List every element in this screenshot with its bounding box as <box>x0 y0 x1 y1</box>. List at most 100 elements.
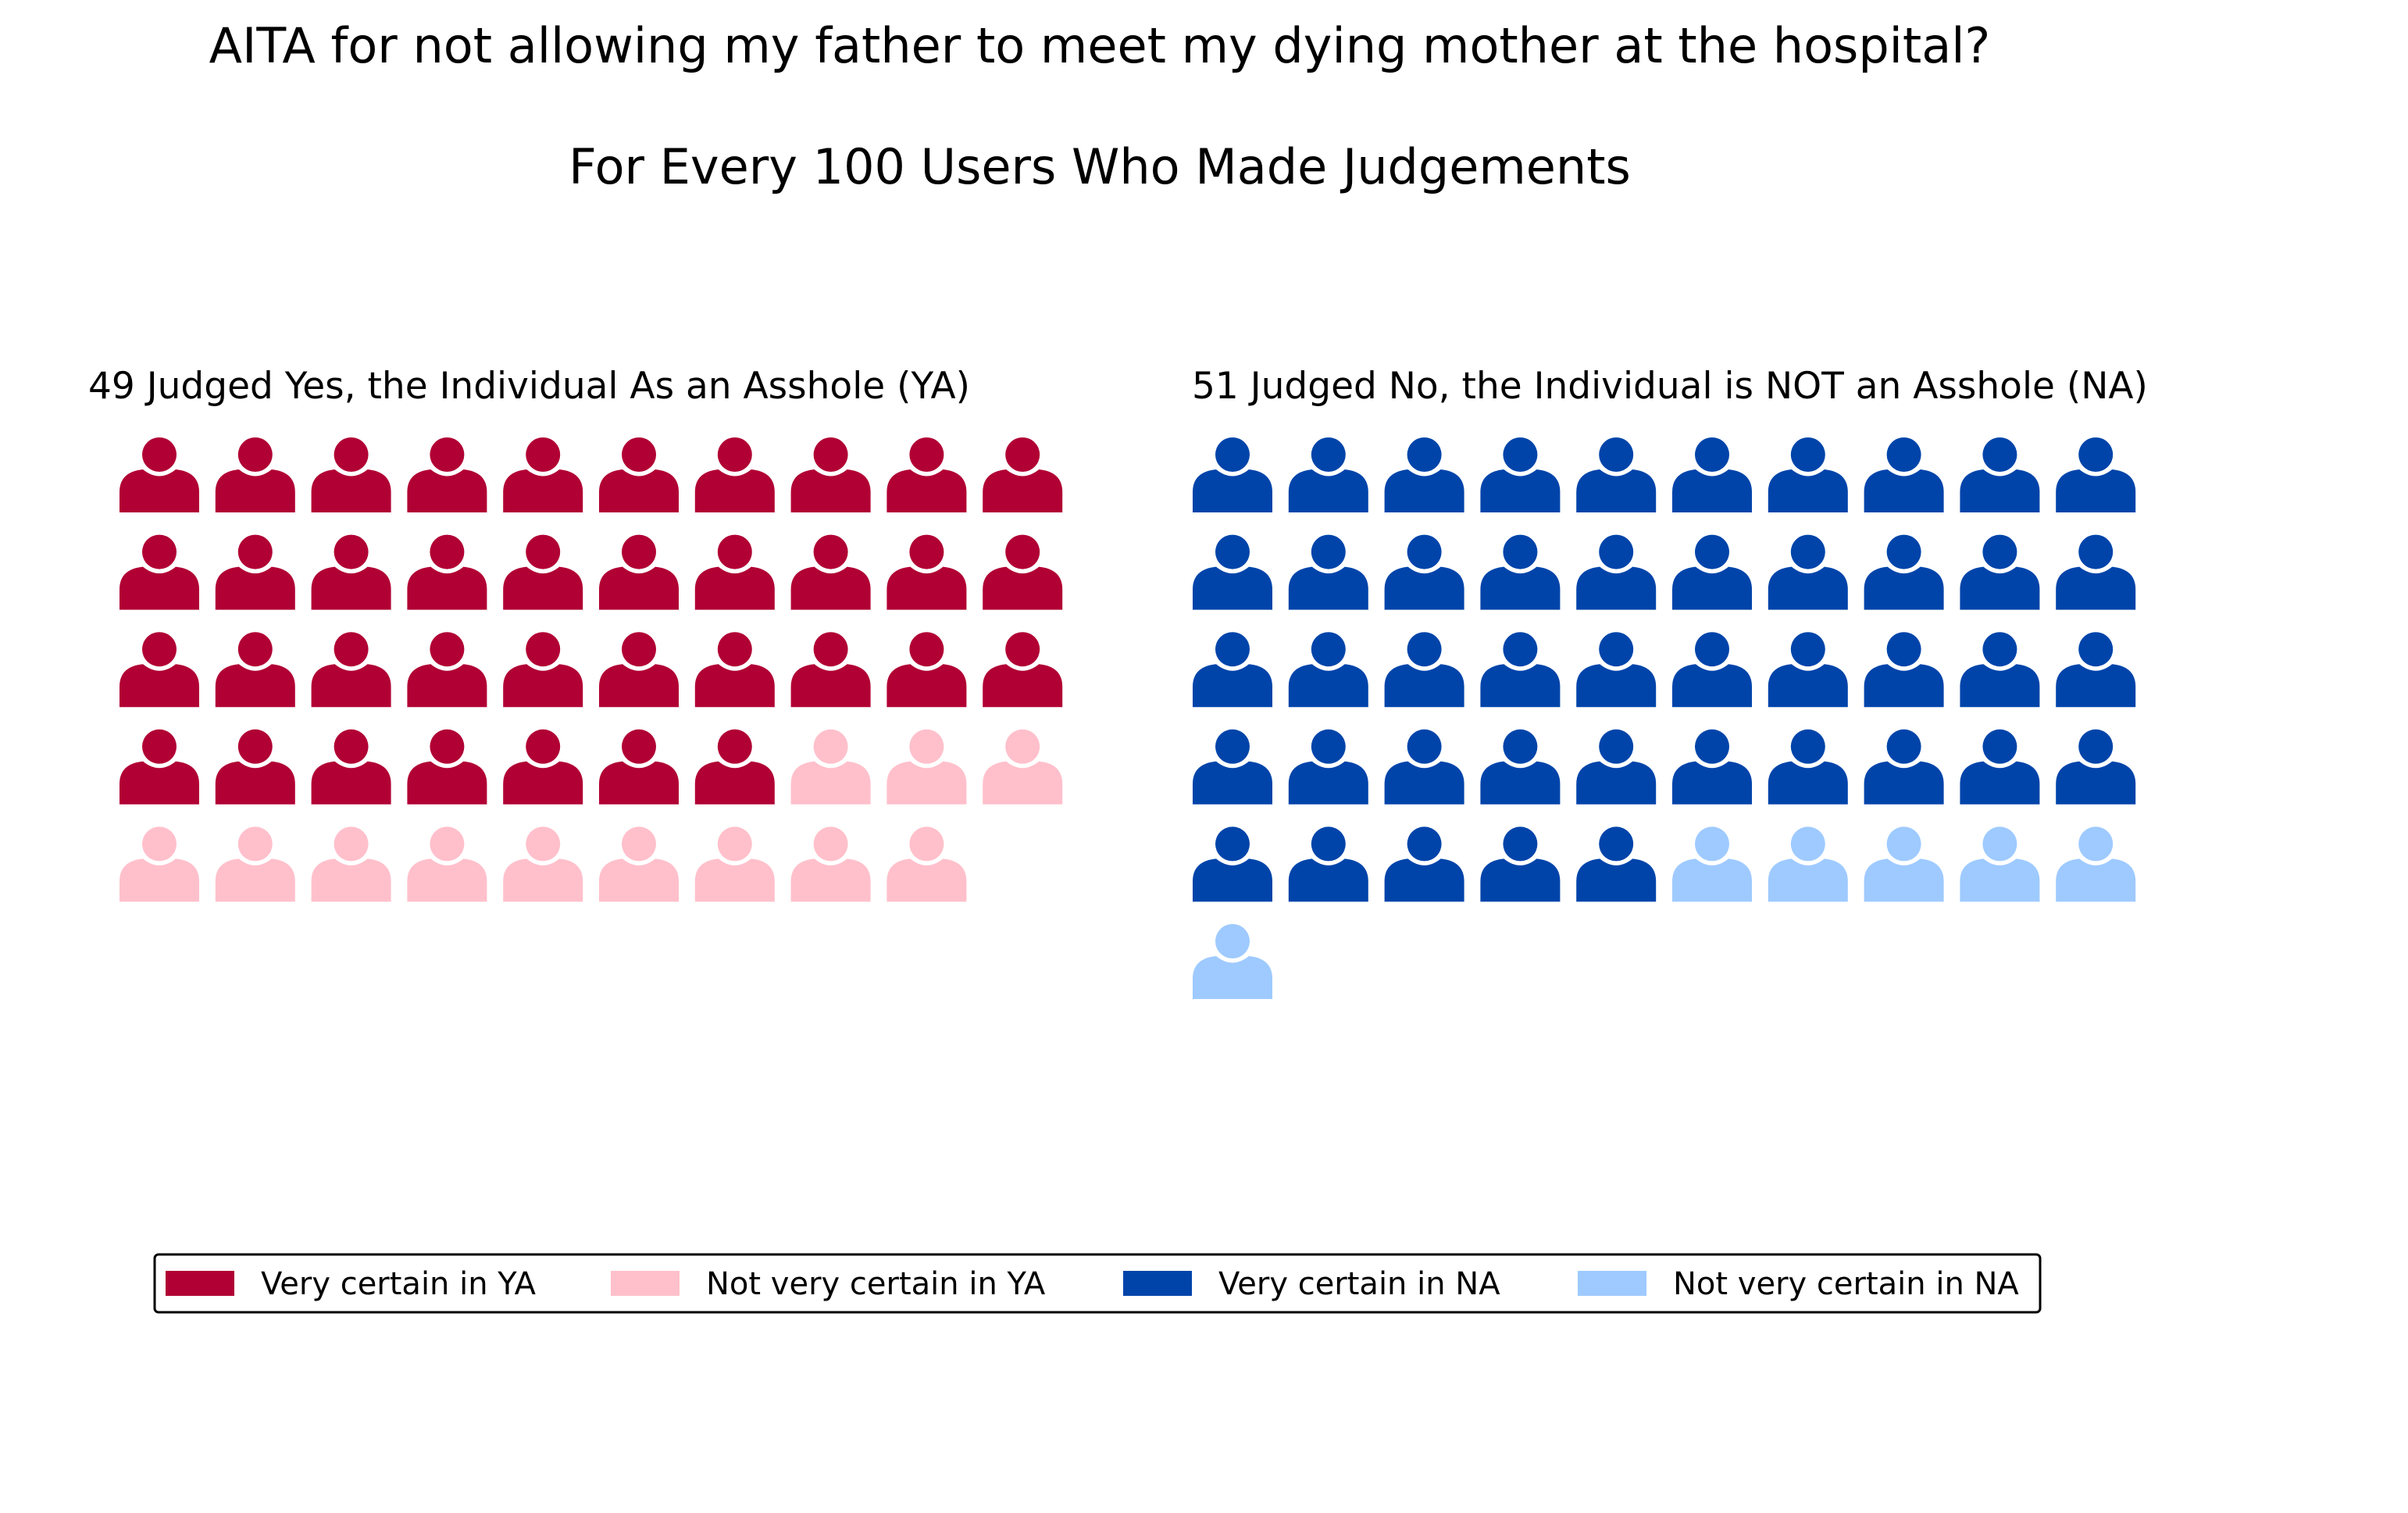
person-icon-na-27 <box>1768 632 1848 708</box>
person-icon-na-4 <box>1480 437 1561 512</box>
person-icon-na-46 <box>1672 826 1752 902</box>
person-icon-na-8 <box>1864 437 1944 512</box>
person-icon-ya-23 <box>311 632 391 708</box>
person-icon-na-37 <box>1768 729 1848 805</box>
legend-swatch-4 <box>1578 1271 1646 1296</box>
person-icon-na-9 <box>1960 437 2040 512</box>
person-icon-na-2 <box>1288 437 1368 512</box>
person-icon-ya-42 <box>215 826 295 902</box>
person-icon-ya-12 <box>215 534 295 610</box>
legend-frame <box>153 1253 2042 1314</box>
person-icon-na-35 <box>1576 729 1657 805</box>
person-icon-ya-22 <box>215 632 295 708</box>
person-icon-ya-28 <box>790 632 871 708</box>
person-icon-ya-19 <box>887 534 967 610</box>
person-icon-na-45 <box>1576 826 1657 902</box>
person-icon-na-44 <box>1480 826 1561 902</box>
person-icon-ya-32 <box>215 729 295 805</box>
person-icon-ya-47 <box>694 826 775 902</box>
person-icon-ya-25 <box>503 632 583 708</box>
person-icon-ya-27 <box>694 632 775 708</box>
legend-swatch-2 <box>611 1271 680 1296</box>
person-icon-ya-15 <box>503 534 583 610</box>
person-icon-ya-5 <box>503 437 583 512</box>
person-icon-na-48 <box>1864 826 1944 902</box>
person-icon-ya-2 <box>215 437 295 512</box>
person-icon-na-3 <box>1384 437 1464 512</box>
person-icon-ya-20 <box>983 534 1063 610</box>
person-icon-ya-29 <box>887 632 967 708</box>
person-icon-ya-38 <box>790 729 871 805</box>
person-icon-ya-14 <box>407 534 487 610</box>
person-icon-na-5 <box>1576 437 1657 512</box>
legend-label-4: Not very certain in NA <box>1673 1266 2019 1302</box>
person-icon-ya-18 <box>790 534 871 610</box>
legend-swatch-3 <box>1123 1271 1192 1296</box>
person-icon-ya-35 <box>503 729 583 805</box>
person-icon-na-10 <box>2056 437 2136 512</box>
person-icon-ya-31 <box>120 729 199 805</box>
person-icon-ya-4 <box>407 437 487 512</box>
legend-swatch-1 <box>166 1271 234 1296</box>
person-icon-ya-11 <box>120 534 199 610</box>
person-icon-ya-17 <box>694 534 775 610</box>
person-icon-na-16 <box>1672 534 1752 610</box>
person-icon-na-31 <box>1193 729 1272 805</box>
person-icon-ya-45 <box>503 826 583 902</box>
person-icon-na-33 <box>1384 729 1464 805</box>
person-icon-ya-40 <box>983 729 1063 805</box>
person-icon-ya-21 <box>120 632 199 708</box>
person-icon-ya-43 <box>311 826 391 902</box>
person-icon-ya-37 <box>694 729 775 805</box>
person-icon-ya-10 <box>983 437 1063 512</box>
person-icon-ya-49 <box>887 826 967 902</box>
person-icon-na-24 <box>1480 632 1561 708</box>
panel-title-na: 51 Judged No, the Individual is NOT an A… <box>1192 365 2148 408</box>
person-icon-ya-41 <box>120 826 199 902</box>
panel-title-ya: 49 Judged Yes, the Individual As an Assh… <box>88 365 970 408</box>
legend: Very certain in YA Not very certain in YA… <box>153 1253 2042 1314</box>
person-icon-na-13 <box>1384 534 1464 610</box>
person-icon-ya-1 <box>120 437 199 512</box>
chart-subtitle: For Every 100 Users Who Made Judgements <box>569 138 1631 195</box>
person-icon-ya-6 <box>599 437 679 512</box>
person-icon-na-43 <box>1384 826 1464 902</box>
person-icon-ya-9 <box>887 437 967 512</box>
person-icon-na-1 <box>1193 437 1272 512</box>
person-icon-ya-30 <box>983 632 1063 708</box>
person-icon-na-32 <box>1288 729 1368 805</box>
person-icon-ya-34 <box>407 729 487 805</box>
person-icon-na-30 <box>2056 632 2136 708</box>
person-icon-ya-16 <box>599 534 679 610</box>
person-icon-ya-46 <box>599 826 679 902</box>
legend-label-2: Not very certain in YA <box>706 1266 1046 1302</box>
legend-label-1: Very certain in YA <box>261 1266 537 1302</box>
person-icon-na-51 <box>1193 924 1272 999</box>
person-icon-na-26 <box>1672 632 1752 708</box>
person-icon-na-21 <box>1193 632 1272 708</box>
person-icon-na-12 <box>1288 534 1368 610</box>
person-icon-na-22 <box>1288 632 1368 708</box>
person-icon-ya-3 <box>311 437 391 512</box>
person-icon-na-41 <box>1193 826 1272 902</box>
person-icon-ya-48 <box>790 826 871 902</box>
icon-grid-na <box>1193 437 2136 999</box>
person-icon-ya-44 <box>407 826 487 902</box>
person-icon-na-7 <box>1768 437 1848 512</box>
person-icon-na-36 <box>1672 729 1752 805</box>
person-icon-ya-8 <box>790 437 871 512</box>
person-icon-na-15 <box>1576 534 1657 610</box>
person-icon-na-49 <box>1960 826 2040 902</box>
person-icon-na-18 <box>1864 534 1944 610</box>
person-icon-na-50 <box>2056 826 2136 902</box>
person-icon-na-28 <box>1864 632 1944 708</box>
person-icon-na-6 <box>1672 437 1752 512</box>
icon-grid-ya <box>120 437 1063 902</box>
person-icon-na-29 <box>1960 632 2040 708</box>
person-icon-na-39 <box>1960 729 2040 805</box>
person-icon-ya-33 <box>311 729 391 805</box>
legend-label-3: Very certain in NA <box>1218 1266 1500 1302</box>
person-icon-na-42 <box>1288 826 1368 902</box>
chart-title: AITA for not allowing my father to meet … <box>209 17 1991 74</box>
